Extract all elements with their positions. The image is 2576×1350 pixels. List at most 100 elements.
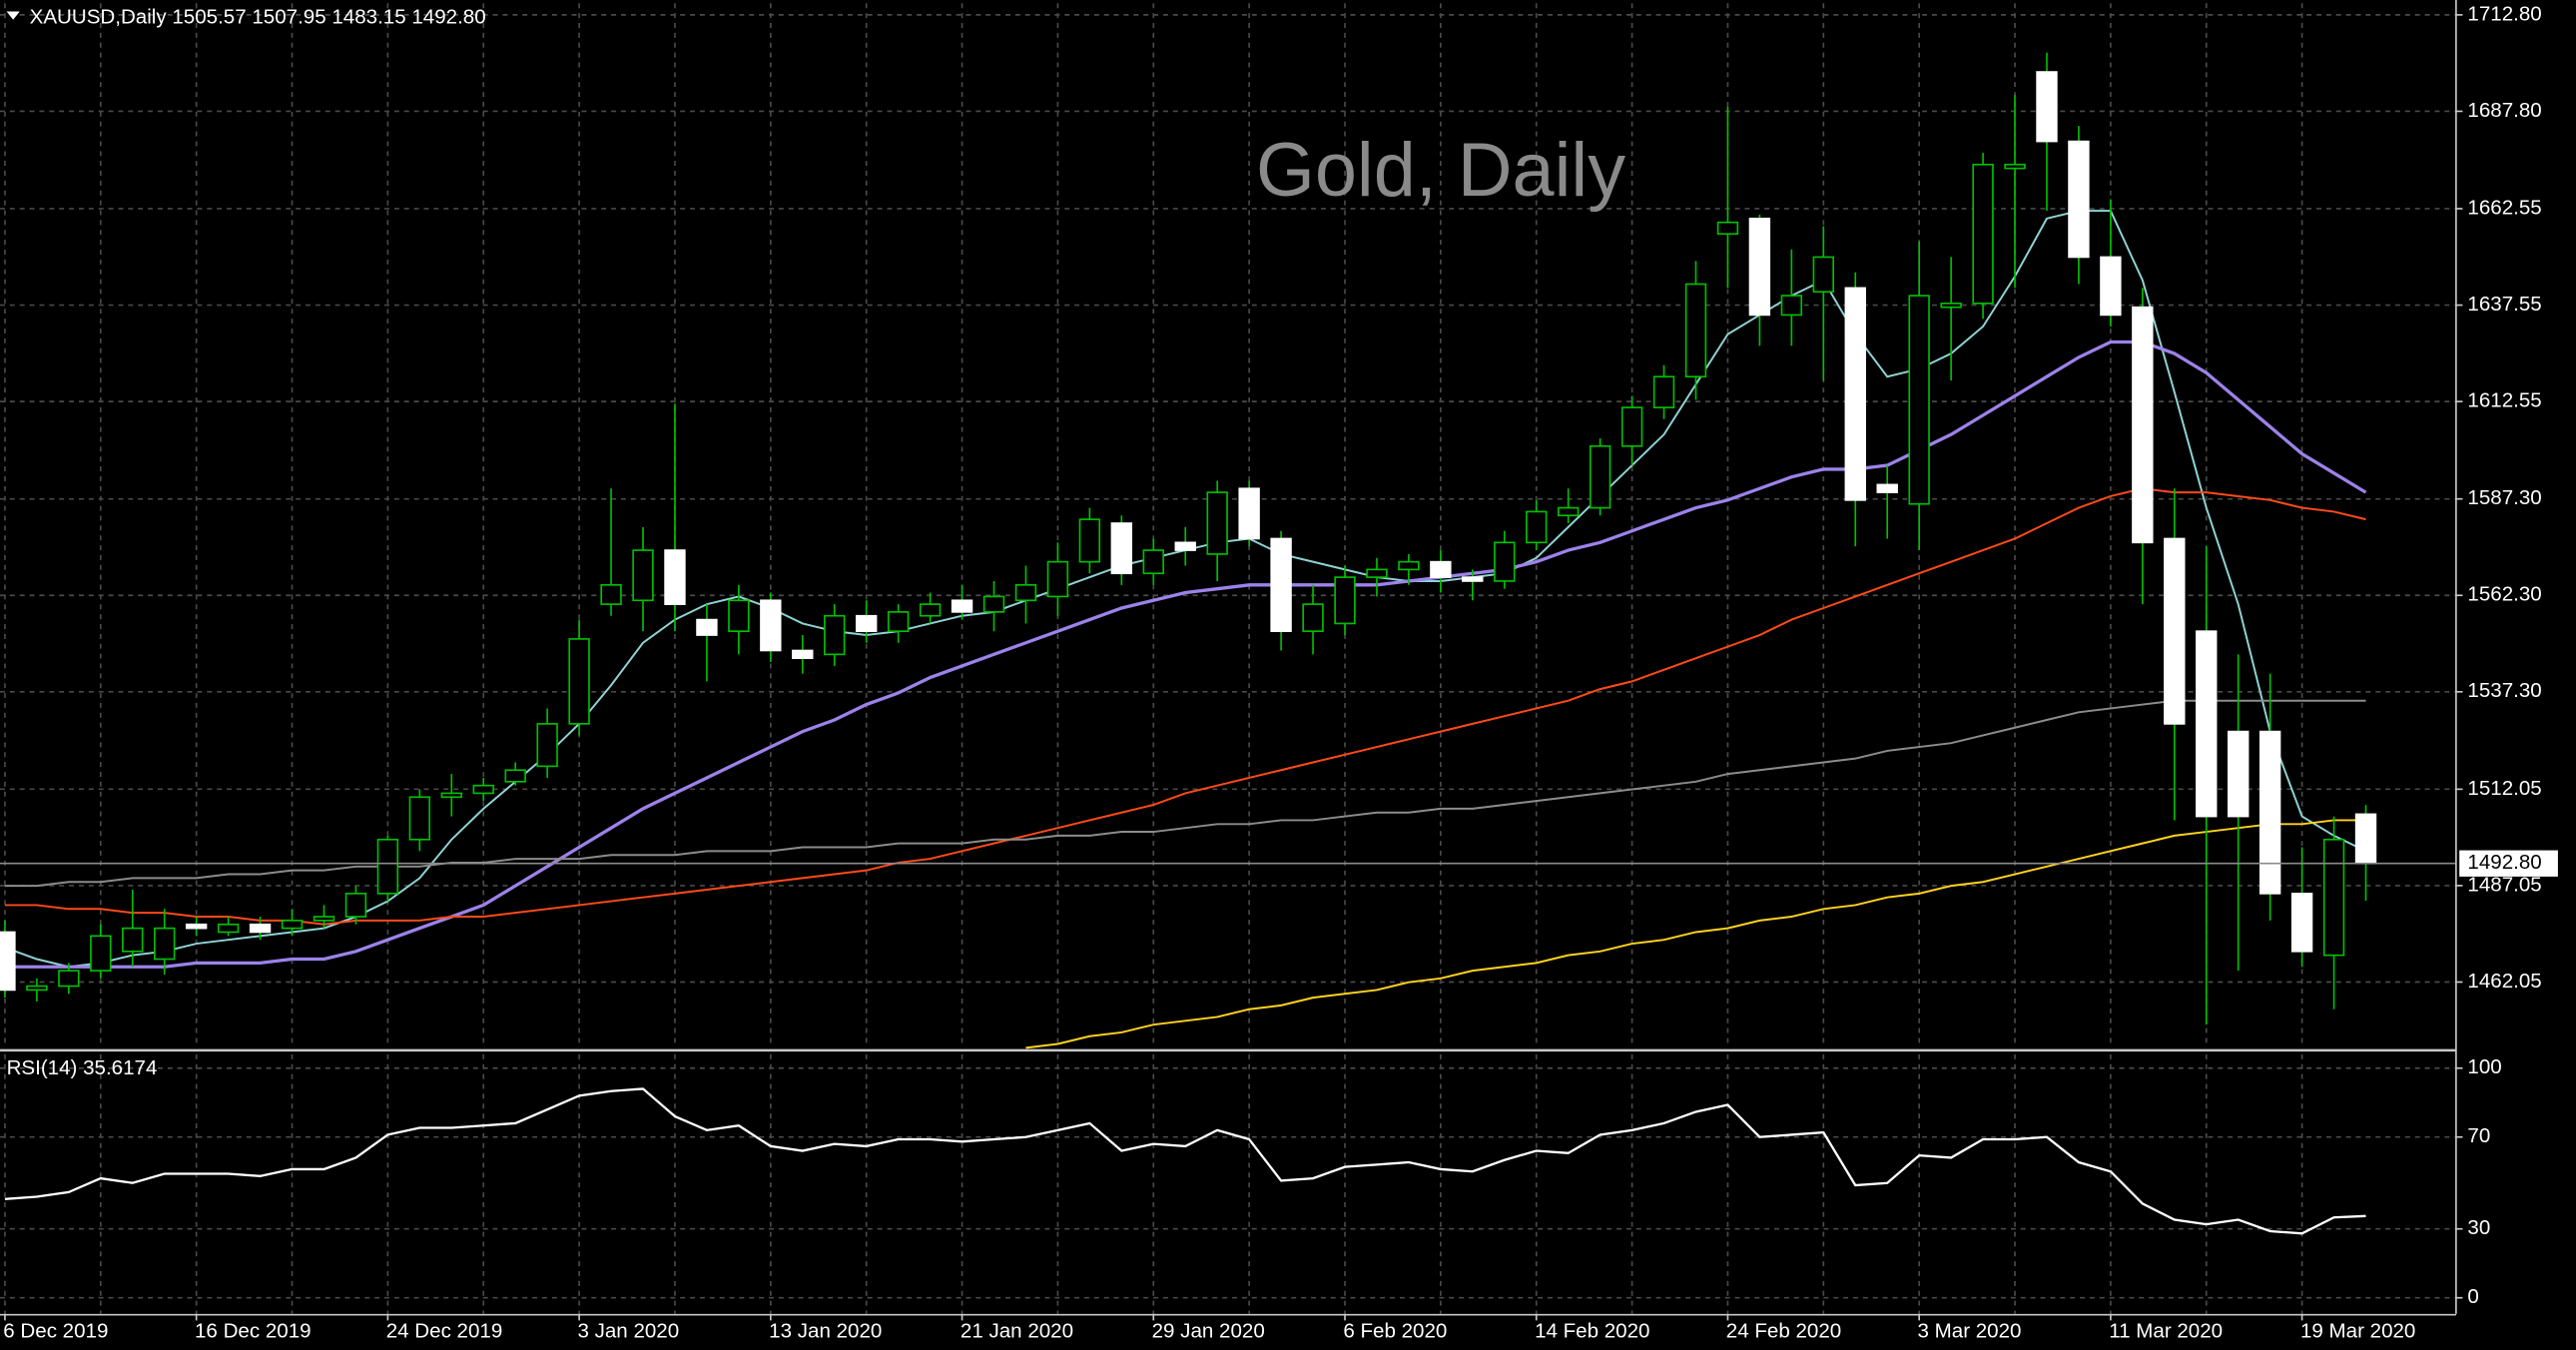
x-tick-label: 11 Mar 2020 [2109,1319,2223,1342]
candle-body [536,723,558,768]
x-tick-label: 24 Feb 2020 [1726,1319,1841,1342]
candle-body [1780,295,1803,317]
candle-body [919,603,942,617]
candle-body [2322,838,2345,957]
candle-body [408,796,431,841]
candle-body [504,769,526,783]
x-tick-label: 19 Mar 2020 [2300,1319,2415,1342]
candle-body [1078,518,1101,563]
y-tick-label: 1537.30 [2467,679,2541,702]
candle-body [2354,813,2377,865]
candle-body [664,549,686,605]
x-tick-label: 16 Dec 2019 [195,1319,312,1342]
candle-body [2258,730,2281,895]
candle-body [1046,560,1069,598]
candle-body [568,638,590,725]
candle-body [1238,487,1260,540]
candle-body [1302,603,1324,632]
candle-body [26,985,48,992]
y-tick-label: 1637.55 [2467,293,2541,316]
candle-body [0,931,16,992]
candle-body [185,923,208,930]
candle-body [344,893,367,918]
y-tick-label: 1462.05 [2467,970,2541,993]
candle-body [313,916,335,922]
candle-body [2164,537,2186,725]
x-tick-label: 6 Dec 2019 [3,1319,108,1342]
candle-body [154,927,176,961]
watermark-title: Gold, Daily [1256,128,1625,213]
candle-body [760,599,782,652]
candle-body [1812,256,1834,294]
x-tick-label: 3 Jan 2020 [577,1319,679,1342]
x-tick-label: 6 Feb 2020 [1343,1319,1447,1342]
candle-body [1174,541,1196,551]
candle-body [1716,221,1739,236]
y-tick-label: 100 [2467,1055,2501,1078]
candle-body [1334,576,1356,625]
candle-body [1398,560,1420,571]
y-tick-label: 0 [2467,1285,2478,1308]
candle-body [1620,406,1643,447]
candle-body [1684,283,1707,378]
x-tick-label: 29 Jan 2020 [1152,1319,1265,1342]
candle-body [728,599,750,632]
mark-layer [0,52,2456,1235]
candle-body [440,792,462,799]
candle-body [90,935,112,972]
candle-body [696,618,718,636]
current-price-box [2459,850,2558,877]
candle-body [2228,730,2250,818]
y-tick-label: 1587.30 [2467,486,2541,509]
y-tick-label: 1712.80 [2467,2,2541,25]
candle-body [1908,295,1930,505]
candle-body [1526,510,1548,544]
x-tick-label: 24 Dec 2019 [386,1319,503,1342]
y-tick-label: 1562.30 [2467,583,2541,606]
y-tick-label: 1662.55 [2467,196,2541,219]
candle-body [951,599,973,613]
candle-body [1462,576,1484,582]
x-tick-label: 13 Jan 2020 [769,1319,882,1342]
candle-body [2100,256,2122,317]
candle-body [1142,549,1164,575]
candle-body [1366,568,1388,578]
candle-body [1748,218,1771,317]
candle-body [2068,140,2090,259]
candle-body [1430,560,1452,578]
candle-body [1206,491,1228,555]
candle-body [982,595,1005,613]
candle-body [1270,537,1292,632]
y-tick-label: 1512.05 [2467,777,2541,800]
candle-body [2004,163,2026,170]
candle-body [1110,522,1133,575]
candle-body [824,614,846,656]
x-tick-label: 21 Jan 2020 [961,1319,1073,1342]
candle-body [2196,630,2218,818]
y-tick-label: 30 [2467,1216,2490,1239]
candle-body [1014,583,1037,602]
candle-body [632,549,654,602]
candle-body [122,927,144,953]
y-tick-label: 1487.05 [2467,873,2541,896]
candle-body [1844,287,1866,501]
indicator-line [4,339,2367,969]
candle-body [1589,444,1611,509]
candle-body [600,583,622,605]
candle-body [58,970,80,988]
candle-body [217,923,240,934]
candle-body [376,838,399,895]
candle-body [887,611,910,632]
candle-body [472,784,494,795]
menu-arrow[interactable] [6,11,20,20]
candle-body [281,920,304,930]
candle-body [1940,303,1962,309]
header-text: XAUUSD,Daily 1505.57 1507.95 1483.15 149… [30,6,486,29]
y-tick-label: 1612.55 [2467,389,2541,412]
y-tick-label: 1687.80 [2467,99,2541,122]
indicator-line [4,210,2366,969]
x-tick-label: 14 Feb 2020 [1535,1319,1649,1342]
candle-body [2290,893,2313,953]
